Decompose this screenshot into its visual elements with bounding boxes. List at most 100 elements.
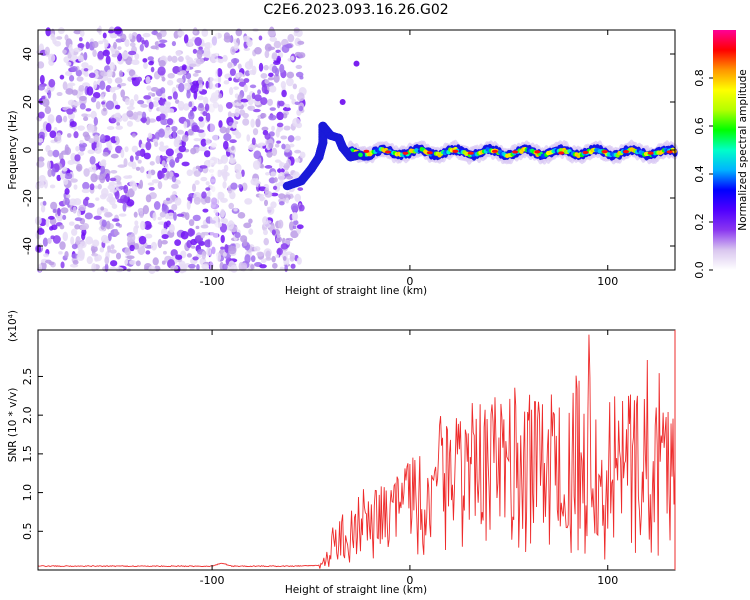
noise-cell xyxy=(71,89,78,96)
noise-cell xyxy=(276,122,284,128)
noise-cell xyxy=(244,254,251,264)
noise-cell xyxy=(64,187,70,195)
noise-cell xyxy=(293,219,299,226)
noise-cell xyxy=(42,98,50,107)
noise-cell xyxy=(85,41,90,50)
noise-cell xyxy=(38,263,43,272)
noise-cell xyxy=(88,138,95,144)
noise-cell xyxy=(232,122,236,129)
noise-cell xyxy=(230,145,235,151)
noise-cell xyxy=(147,182,154,186)
noise-cell xyxy=(57,27,65,35)
noise-cell xyxy=(164,145,169,149)
y-tick-label: 1.5 xyxy=(21,445,34,463)
noise-cell xyxy=(174,135,182,145)
snr-series-line xyxy=(37,334,676,569)
noise-cell xyxy=(272,185,278,190)
noise-cell xyxy=(107,30,115,34)
noise-cell xyxy=(87,65,94,71)
noise-cell xyxy=(271,147,278,157)
noise-cell xyxy=(248,69,256,75)
noise-cell xyxy=(259,196,265,202)
noise-cell xyxy=(289,94,295,100)
noise-cell xyxy=(135,225,140,229)
noise-cell xyxy=(274,159,281,163)
noise-cell xyxy=(63,56,70,63)
ridge-peak xyxy=(582,150,589,155)
noise-cell xyxy=(196,50,203,60)
noise-cell xyxy=(118,213,127,217)
noise-cell xyxy=(82,181,90,190)
noise-cell xyxy=(222,252,227,257)
noise-cell xyxy=(267,77,275,81)
noise-cell xyxy=(75,145,80,152)
noise-cell xyxy=(83,72,89,77)
noise-cell xyxy=(222,54,228,62)
noise-cell xyxy=(168,223,175,233)
noise-cell xyxy=(244,198,253,205)
noise-cell xyxy=(243,222,252,229)
noise-cell xyxy=(70,178,78,183)
snr-y-ticks: 0.5 1.0 1.5 2.0 2.5 xyxy=(21,368,43,540)
noise-cell xyxy=(105,100,115,110)
noise-cell xyxy=(220,197,228,203)
noise-cell xyxy=(186,253,192,258)
noise-cell xyxy=(176,129,185,135)
noise-cell xyxy=(56,132,62,142)
noise-cell xyxy=(167,95,173,100)
noise-cell xyxy=(172,65,181,74)
noise-cell xyxy=(145,194,152,203)
noise-cell xyxy=(200,176,208,182)
noise-cell xyxy=(247,106,252,110)
noise-cell xyxy=(248,218,253,224)
noise-cell xyxy=(201,250,207,260)
noise-cell xyxy=(174,239,182,246)
noise-cell xyxy=(254,94,262,102)
noise-cell xyxy=(93,116,99,126)
noise-cell xyxy=(159,39,168,44)
noise-cell xyxy=(46,160,52,170)
noise-cell xyxy=(71,243,78,250)
noise-cell xyxy=(157,238,163,249)
noise-cell xyxy=(283,162,290,171)
noise-cell xyxy=(148,101,154,110)
noise-cell xyxy=(272,262,278,269)
isolated-blob xyxy=(353,60,360,67)
noise-cell xyxy=(145,116,151,126)
noise-cell xyxy=(124,247,132,256)
noise-cell xyxy=(81,188,90,194)
noise-cell xyxy=(166,157,170,163)
noise-cell xyxy=(87,123,95,133)
noise-cell xyxy=(223,80,230,85)
noise-cell xyxy=(159,98,166,106)
noise-cell xyxy=(189,63,197,68)
noise-cell xyxy=(265,172,270,176)
noise-cell xyxy=(150,45,159,50)
noise-cell xyxy=(223,35,232,43)
noise-cell xyxy=(47,114,55,124)
ridge-peak xyxy=(426,151,433,155)
noise-cell xyxy=(258,35,263,41)
noise-cell xyxy=(234,42,239,52)
noise-cell xyxy=(281,44,290,54)
noise-cell xyxy=(159,113,166,120)
noise-cell xyxy=(263,199,269,207)
noise-cell xyxy=(218,120,223,129)
noise-cell xyxy=(174,179,181,185)
noise-cell xyxy=(91,262,97,273)
noise-cell xyxy=(261,84,268,94)
noise-cell xyxy=(81,82,91,88)
noise-cell xyxy=(286,71,295,79)
noise-cell xyxy=(64,172,73,180)
noise-cell xyxy=(206,247,211,257)
noise-cell xyxy=(297,187,304,191)
noise-cell xyxy=(100,234,109,244)
noise-cell xyxy=(205,80,210,89)
noise-cell xyxy=(44,106,52,115)
noise-cell xyxy=(74,154,81,162)
noise-cell xyxy=(270,201,277,209)
noise-cell xyxy=(144,233,153,239)
noise-cell xyxy=(90,245,98,253)
y-tick-label: -40 xyxy=(21,237,34,255)
noise-cell xyxy=(190,84,199,94)
